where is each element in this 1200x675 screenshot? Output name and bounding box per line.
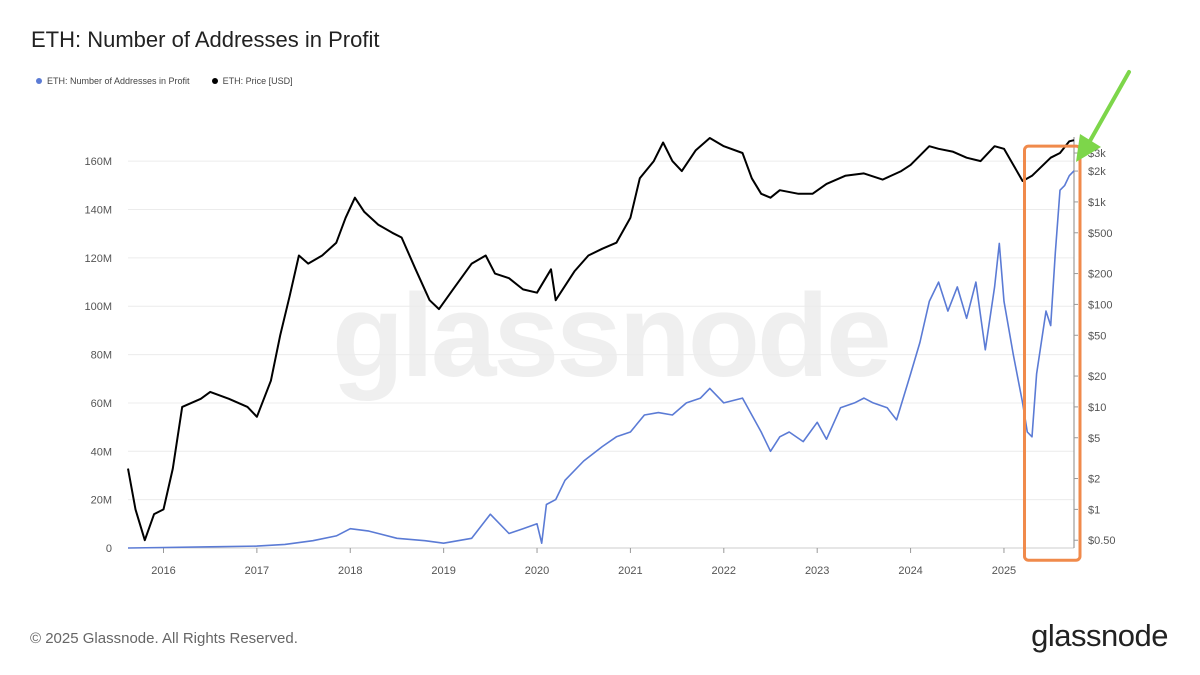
y-right-tick-label: $200 [1088, 269, 1112, 281]
x-tick-label: 2023 [805, 565, 829, 577]
brand-logo: glassnode [1031, 618, 1168, 653]
y-left-tick-label: 20M [91, 495, 112, 507]
series-line-price [127, 137, 1075, 542]
series-line-addresses [127, 170, 1075, 549]
y-right-tick-label: $500 [1088, 228, 1112, 240]
chart-title: ETH: Number of Addresses in Profit [31, 27, 380, 52]
x-tick-label: 2019 [431, 565, 455, 577]
y-left-tick-label: 0 [106, 543, 112, 555]
y-right-tick-label: $1 [1088, 504, 1100, 516]
y-right-tick-label: $5 [1088, 433, 1100, 445]
x-tick-label: 2021 [618, 565, 642, 577]
y-left-tick-label: 140M [84, 205, 112, 217]
y-left-tick-label: 60M [91, 398, 112, 410]
x-tick-label: 2022 [712, 565, 736, 577]
y-left-tick-label: 80M [91, 350, 112, 362]
y-left-tick-label: 120M [84, 253, 112, 265]
y-left-tick-label: 40M [91, 446, 112, 458]
y-right-tick-label: $50 [1088, 330, 1106, 342]
y-right-tick-label: $2 [1088, 474, 1100, 486]
x-tick-label: 2018 [338, 565, 362, 577]
y-right-tick-label: $20 [1088, 371, 1106, 383]
copyright-text: © 2025 Glassnode. All Rights Reserved. [30, 630, 298, 647]
legend-label-addresses: ETH: Number of Addresses in Profit [47, 76, 190, 86]
x-tick-label: 2025 [992, 565, 1016, 577]
y-right-tick-label: $100 [1088, 299, 1112, 311]
legend-label-price: ETH: Price [USD] [222, 76, 293, 86]
y-right-tick-label: $1k [1088, 197, 1106, 209]
highlight-box [1023, 144, 1082, 562]
legend-marker-addresses [36, 78, 42, 84]
y-right-tick-label: $10 [1088, 402, 1106, 414]
arrow-shaft [1084, 70, 1131, 150]
y-right-tick-label: $0.50 [1088, 535, 1116, 547]
legend-item-addresses[interactable]: ETH: Number of Addresses in Profit [36, 76, 190, 86]
y-left-tick-label: 160M [84, 156, 112, 168]
x-tick-label: 2020 [525, 565, 549, 577]
arrow-head [1076, 134, 1101, 162]
x-tick-label: 2024 [898, 565, 922, 577]
x-tick-label: 2016 [151, 565, 175, 577]
y-left-tick-label: 100M [84, 301, 112, 313]
x-tick-label: 2017 [245, 565, 269, 577]
legend: ETH: Number of Addresses in Profit ETH: … [36, 76, 293, 86]
legend-marker-price [211, 78, 218, 84]
legend-item-price[interactable]: ETH: Price [USD] [211, 76, 293, 86]
y-right-tick-label: $2k [1088, 166, 1106, 178]
